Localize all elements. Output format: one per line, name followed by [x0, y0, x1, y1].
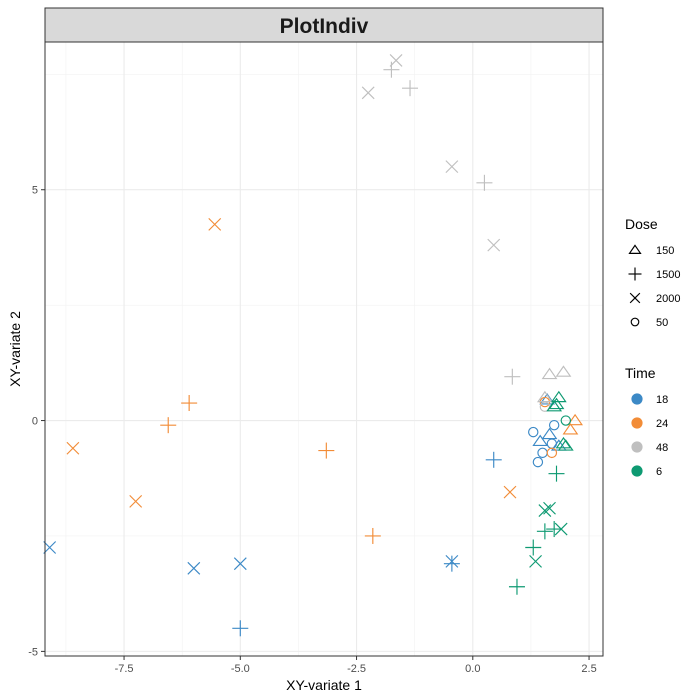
y-tick-label: 5: [32, 185, 38, 197]
legend-dose-title: Dose: [625, 216, 658, 232]
legend-time-key: [631, 393, 643, 405]
legend-time-label: 18: [656, 394, 668, 406]
legend-dose-key: [630, 317, 640, 327]
data-point: [536, 390, 553, 403]
data-point: [389, 54, 403, 67]
data-point: [532, 456, 544, 468]
legend-time-key: [631, 465, 643, 477]
data-point: [318, 442, 335, 459]
data-point: [43, 541, 57, 554]
data-point: [543, 501, 556, 515]
legend-dose-key: [628, 244, 642, 254]
data-point: [538, 504, 552, 517]
x-tick-label: 2.5: [581, 663, 596, 675]
data-point: [555, 436, 572, 449]
legend-dose-key: [629, 292, 641, 304]
data-point: [554, 522, 568, 536]
data-point: [485, 451, 502, 468]
legend-time-label: 48: [656, 442, 668, 454]
legend-dose-label: 2000: [656, 293, 680, 305]
data-point: [548, 397, 565, 410]
legend-dose-label: 1500: [656, 269, 680, 281]
data-point: [548, 465, 565, 482]
y-tick-label: -5: [28, 646, 38, 658]
y-tick-label: 0: [32, 416, 38, 428]
data-point: [508, 578, 525, 595]
facet-strip: [44, 7, 604, 43]
data-point: [557, 439, 574, 451]
data-point: [233, 557, 247, 571]
data-point: [546, 447, 558, 459]
data-point: [525, 539, 542, 556]
data-point: [555, 365, 572, 377]
data-point: [548, 419, 560, 431]
legend-time-key: [631, 441, 643, 453]
data-point: [487, 238, 501, 252]
data-point: [503, 485, 517, 499]
y-axis-title: XY-variate 2: [7, 311, 23, 387]
legend-time-key: [631, 417, 643, 429]
x-tick-label: -5.0: [231, 663, 250, 675]
data-point: [541, 427, 558, 440]
data-point: [560, 415, 572, 426]
legend-time-title: Time: [625, 365, 656, 381]
data-point: [476, 174, 493, 191]
data-point: [541, 367, 558, 380]
data-point: [232, 620, 249, 637]
legend-dose-label: 50: [656, 317, 668, 329]
data-point: [504, 368, 521, 385]
data-point: [129, 494, 143, 508]
data-point: [562, 423, 579, 435]
grid-lines: [45, 42, 603, 656]
data-point: [187, 561, 201, 575]
data-point: [402, 80, 419, 97]
data-point: [445, 160, 459, 174]
legend-dose-label: 150: [656, 245, 674, 257]
data-point: [361, 86, 375, 100]
legend-time: Time 18 24 48 6: [625, 365, 668, 478]
data-point: [546, 399, 563, 412]
data-point: [546, 521, 563, 538]
data-point: [443, 555, 460, 572]
legend-dose-key: [628, 267, 642, 281]
data-point: [539, 393, 556, 405]
data-point: [160, 417, 177, 434]
data-point: [529, 554, 542, 568]
legend-time-label: 6: [656, 466, 662, 478]
chart-title: PlotIndiv: [280, 15, 369, 38]
data-point: [208, 217, 222, 231]
x-axis-title: XY-variate 1: [286, 677, 362, 693]
data-point: [532, 434, 549, 447]
data-point: [567, 413, 583, 426]
data-point: [66, 441, 80, 455]
data-point: [528, 426, 539, 438]
panel-border: [44, 41, 604, 657]
data-point: [181, 395, 198, 412]
data-point: [364, 527, 381, 544]
data-point: [536, 523, 553, 540]
x-tick-label: -2.5: [347, 663, 366, 675]
y-axis-ticks: -5 0 5: [28, 185, 45, 658]
plot-panel: [45, 42, 603, 656]
legend-dose: Dose 150 1500 2000 50: [625, 216, 680, 329]
legend-time-label: 24: [656, 418, 668, 430]
x-tick-label: -7.5: [115, 663, 134, 675]
x-axis-ticks: -7.5 -5.0 -2.5 0.0 2.5: [115, 656, 597, 675]
data-points: [43, 54, 583, 637]
x-tick-label: 0.0: [465, 663, 480, 675]
